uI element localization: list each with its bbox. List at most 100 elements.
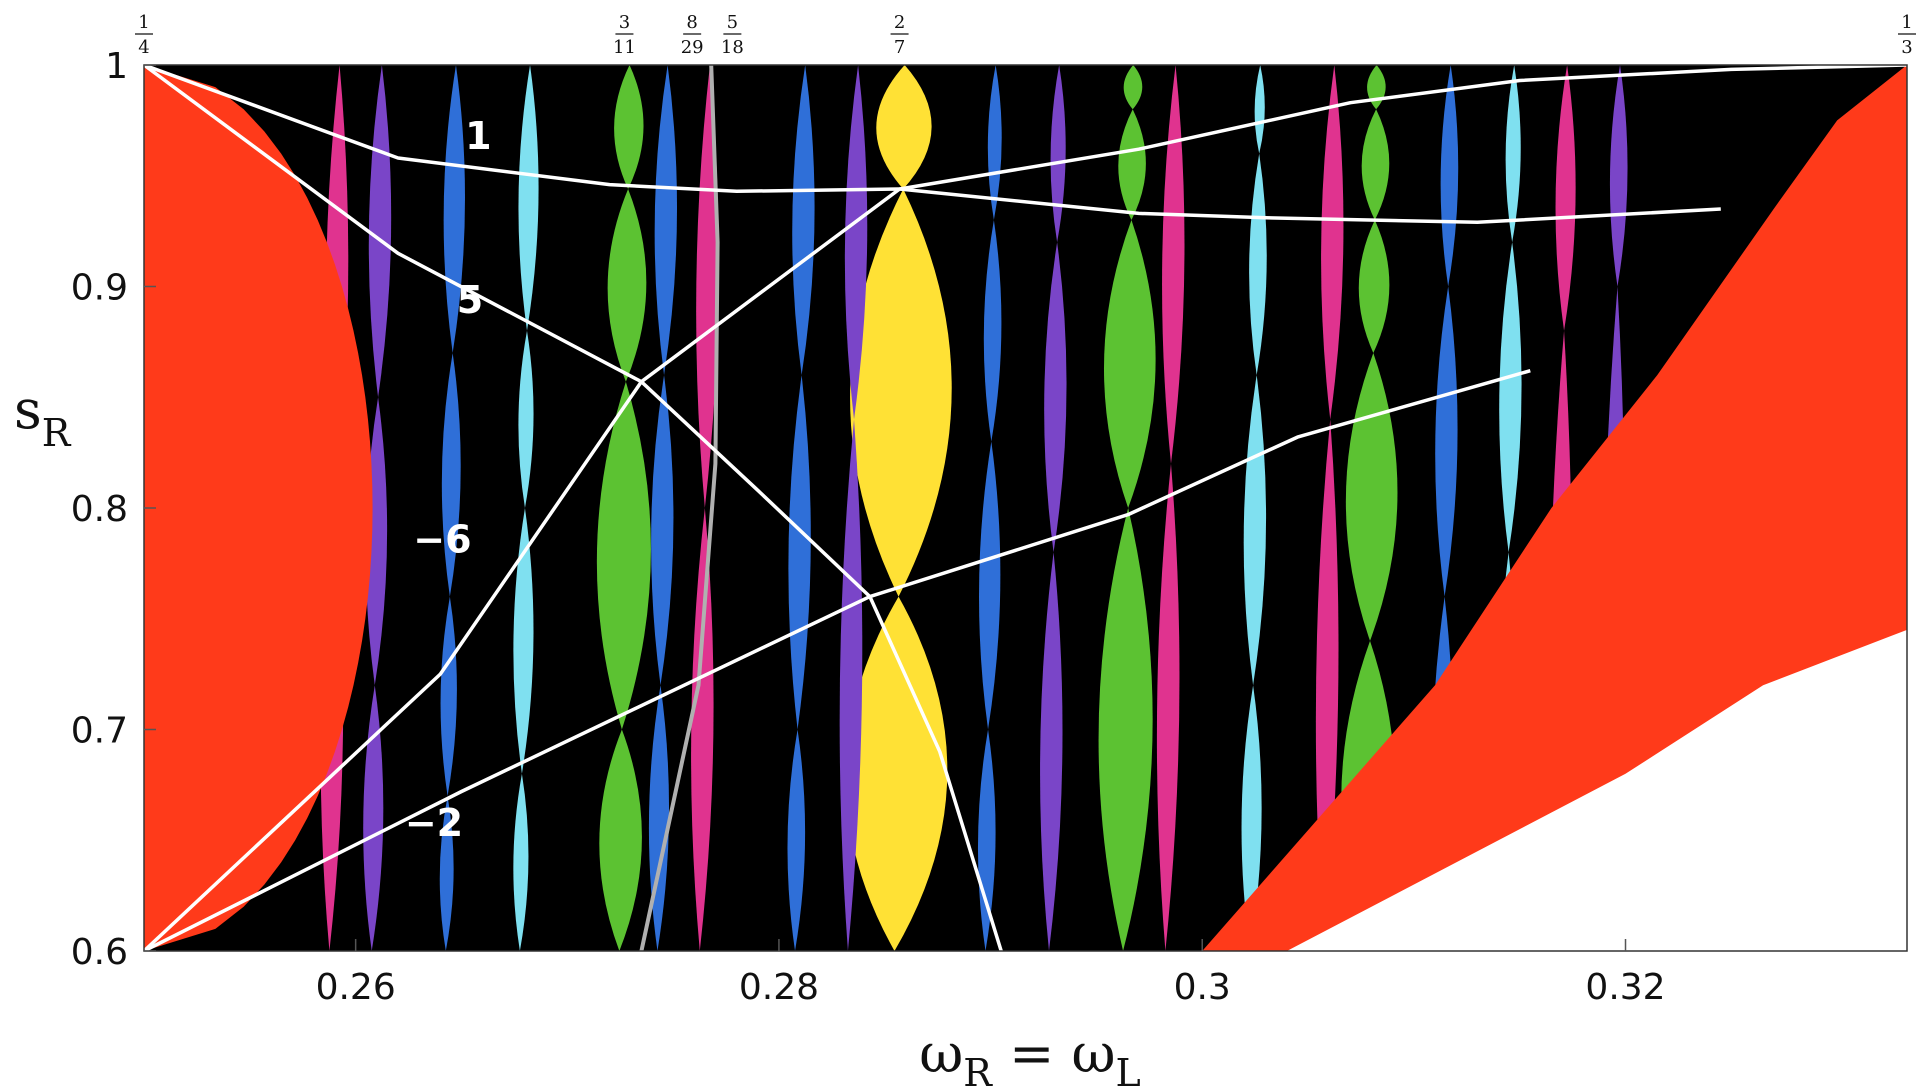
curve-label: −2: [405, 801, 463, 845]
top-fraction-label: 13: [1898, 12, 1916, 58]
fraction-numerator: 5: [727, 12, 738, 33]
y-axis-title-main: s: [14, 378, 42, 441]
tongue-lens: [363, 685, 384, 951]
fraction-denominator: 11: [613, 37, 636, 58]
left-red-region: [144, 65, 373, 951]
y-axis-title: sR: [14, 378, 72, 455]
curve-label: −6: [413, 517, 471, 561]
right-white-region: [1286, 629, 1907, 951]
axis-ticks: 0.26 0.28 0.3 0.32 0.6 0.7 0.8 0.9 1: [71, 46, 1666, 1008]
y-axis-title-sub: R: [42, 411, 72, 455]
top-fraction-label: 518: [721, 12, 744, 58]
x-axis-title-sub2: L: [1116, 1051, 1141, 1090]
x-tick-label: 0.3: [1174, 967, 1231, 1008]
tongue-lens: [599, 729, 642, 951]
tongue-lens: [654, 65, 678, 376]
fraction-numerator: 3: [619, 12, 630, 33]
fraction-numerator: 2: [894, 12, 905, 33]
tongue-lens: [788, 375, 811, 730]
x-tick-label: 0.26: [316, 967, 396, 1008]
y-tick-label: 0.7: [71, 711, 128, 752]
gray-curve: [639, 65, 720, 951]
regions-layer: [144, 65, 1907, 951]
x-tick-label: 0.28: [739, 967, 819, 1008]
x-axis-title-sub1: R: [963, 1051, 993, 1090]
tongue-lens: [845, 596, 948, 951]
tongue-lens: [1345, 352, 1398, 641]
tongue-lens: [987, 65, 1002, 221]
tongue-lens: [787, 729, 806, 951]
boundary-curve: [144, 65, 1003, 951]
tongue-lens: [1241, 685, 1262, 951]
plot-area: [143, 64, 1908, 952]
tongue-lens: [691, 508, 714, 951]
tongue-lens: [1118, 109, 1146, 221]
fraction-denominator: 18: [721, 37, 744, 58]
fraction-numerator: 1: [1901, 12, 1912, 33]
tongue-lens: [518, 65, 539, 331]
tongue-lens: [1050, 65, 1066, 243]
tongue-lens: [651, 375, 674, 686]
tongue-lens: [1123, 65, 1143, 110]
tongue-lens: [607, 189, 647, 382]
top-fraction-label: 14: [135, 12, 153, 58]
fraction-denominator: 7: [894, 37, 905, 58]
tongue-lens: [1499, 242, 1522, 553]
fraction-numerator: 1: [138, 12, 149, 33]
curve-label: 5: [457, 278, 483, 322]
boundary-curve: [144, 187, 901, 951]
tongue-lens: [1358, 220, 1390, 353]
tongue-lens: [1249, 153, 1267, 376]
tongue-lens: [1555, 65, 1576, 331]
tongue-lens: [844, 65, 868, 420]
tongue-lens: [518, 330, 534, 508]
tongue-lens: [1440, 65, 1459, 287]
tongue-lens: [1435, 286, 1458, 597]
tongue-lens: [983, 220, 1002, 442]
y-tick-label: 1: [105, 46, 128, 87]
y-tick-label: 0.9: [71, 268, 128, 309]
tongue-lens: [876, 65, 932, 190]
tongue-lens: [1254, 65, 1265, 154]
top-fraction-label: 829: [681, 12, 704, 58]
tongue-lens: [596, 381, 651, 730]
tongue-lens: [1321, 65, 1344, 420]
x-axis-title: ωR = ωL: [919, 1022, 1141, 1090]
boundary-curve: [144, 369, 1531, 951]
tongue-lens: [441, 352, 461, 597]
boundary-curve: [899, 65, 1907, 191]
fraction-numerator: 8: [686, 12, 697, 33]
tongue-lens: [513, 508, 534, 774]
x-axis-title-main: ω: [919, 1022, 963, 1085]
tongue-lens: [1044, 242, 1067, 553]
tongue-lens: [1098, 508, 1153, 951]
tongue-lens: [839, 419, 863, 951]
tongue-lens: [440, 596, 457, 796]
tongue-lens: [850, 189, 952, 597]
tongue-lens: [1505, 65, 1521, 243]
tongue-lens: [1040, 552, 1063, 951]
tongue-lens: [1361, 109, 1390, 221]
tongue-lens: [979, 441, 1001, 730]
curve-label: 1: [465, 114, 491, 158]
tongue-lens: [1162, 65, 1185, 464]
top-fraction-label: 27: [890, 12, 909, 58]
y-tick-label: 0.8: [71, 489, 128, 530]
fraction-denominator: 3: [1901, 37, 1912, 58]
tongue-lens: [614, 65, 644, 190]
top-fraction-label: 311: [613, 12, 636, 58]
fraction-denominator: 4: [138, 37, 149, 58]
curves-layer: [144, 65, 1907, 951]
tongue-lens: [792, 65, 815, 376]
fraction-denominator: 29: [681, 37, 704, 58]
tongue-lens: [513, 773, 529, 951]
tongue-lens: [1103, 220, 1156, 509]
curve-labels: 1 5 −6 −2: [405, 114, 492, 845]
tongue-lens: [1156, 463, 1180, 951]
tongue-lens: [439, 795, 454, 951]
y-tick-label: 0.6: [71, 932, 128, 973]
tongue-lens: [1609, 65, 1628, 287]
tongue-lens: [696, 65, 719, 508]
